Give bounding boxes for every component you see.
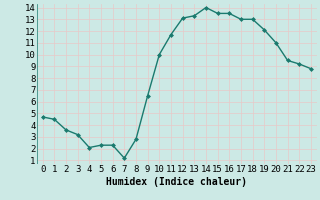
X-axis label: Humidex (Indice chaleur): Humidex (Indice chaleur) (106, 177, 247, 187)
